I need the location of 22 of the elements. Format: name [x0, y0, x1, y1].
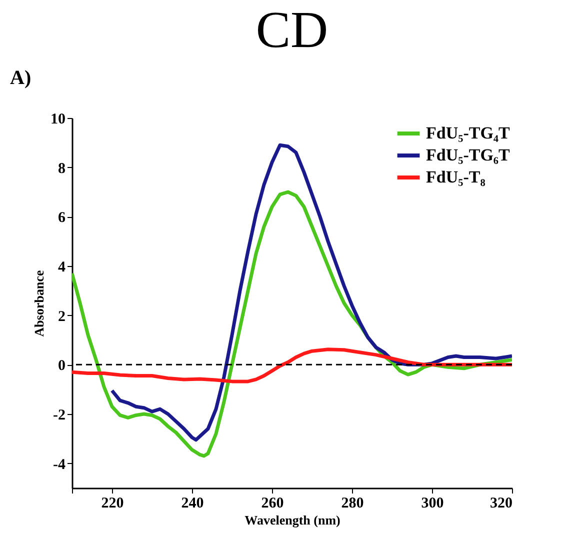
- y-tick-label: -4: [53, 456, 66, 473]
- x-axis-title: Wavelength (nm): [244, 512, 340, 528]
- text: A): [10, 67, 32, 89]
- y-tick-label: 0: [58, 358, 66, 374]
- x-tick-label: 300: [421, 496, 444, 512]
- y-tick-label: 2: [58, 308, 66, 325]
- y-tick-label: 4: [58, 260, 66, 276]
- x-tick-label: 240: [181, 496, 204, 512]
- y-tick-label: 10: [50, 112, 66, 128]
- chart-title: CD: [256, 2, 328, 59]
- x-tick-label: 320: [490, 496, 512, 512]
- y-tick-label: 8: [58, 160, 66, 177]
- legend-label: FdU₅-TG₆T: [426, 146, 511, 164]
- x-tick-label: 220: [101, 496, 124, 512]
- x-tick-label: 260: [261, 496, 284, 512]
- y-axis-title: Absorbance: [32, 270, 46, 337]
- y-tick-label: -2: [53, 408, 66, 424]
- x-tick-label: 280: [341, 496, 364, 512]
- legend-label: FdU₅-T₈: [426, 168, 486, 186]
- line-series: [110, 143, 512, 442]
- y-tick-label: 6: [58, 210, 66, 226]
- legend-label: FdU₅-TG₄T: [426, 124, 511, 142]
